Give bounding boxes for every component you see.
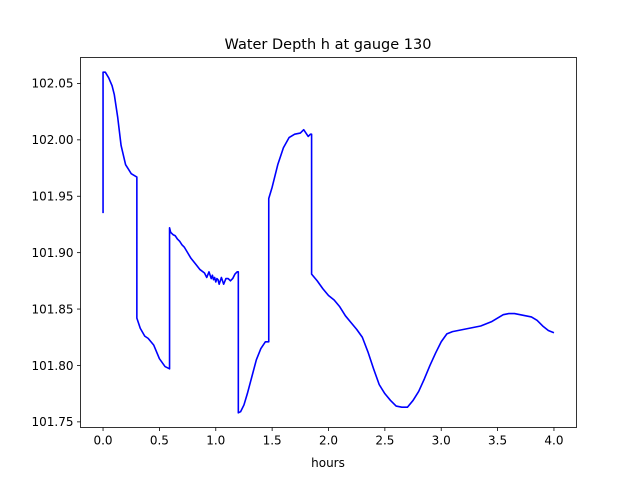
x-axis-label: hours xyxy=(311,456,345,470)
x-tick-label: 1.5 xyxy=(263,434,282,448)
water-depth-line-series xyxy=(102,71,555,414)
y-tick-label: 101.75 xyxy=(32,415,74,429)
y-tick-label: 102.05 xyxy=(32,77,74,91)
y-tick-label: 101.90 xyxy=(32,246,74,260)
chart-title: Water Depth h at gauge 130 xyxy=(225,37,432,53)
plot-frame xyxy=(80,57,577,428)
x-tick-label: 2.0 xyxy=(319,434,338,448)
y-axis: 101.75 101.80 101.85 101.90 101.95 102.00 102.… xyxy=(32,77,81,429)
x-axis: 0.0 0.5 1.0 1.5 2.0 2.5 3.0 3.5 4.0 xyxy=(93,427,564,448)
x-tick-label: 0.5 xyxy=(150,434,169,448)
y-tick-label: 101.95 xyxy=(32,190,74,204)
x-tick-label: 2.5 xyxy=(375,434,394,448)
x-tick-label: 0.0 xyxy=(93,434,112,448)
x-tick-label: 4.0 xyxy=(544,434,563,448)
y-tick-label: 101.80 xyxy=(32,359,74,373)
x-tick-label: 1.0 xyxy=(206,434,225,448)
x-tick-label: 3.5 xyxy=(488,434,507,448)
series-layer xyxy=(102,71,555,414)
y-tick-label: 102.00 xyxy=(32,133,74,147)
y-tick-label: 101.85 xyxy=(32,302,74,316)
x-tick-label: 3.0 xyxy=(432,434,451,448)
